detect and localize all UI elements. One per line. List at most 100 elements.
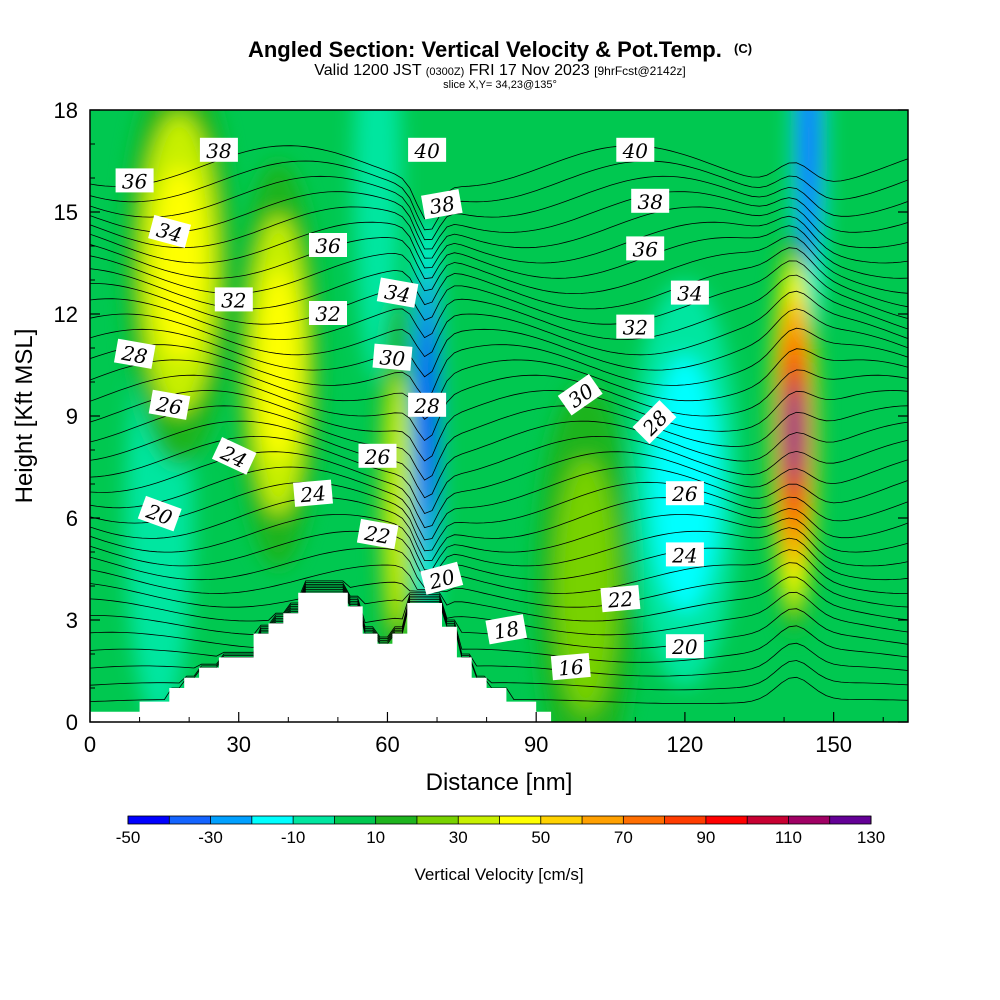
contour-label-box xyxy=(616,137,655,162)
colorbar-tick-label: -50 xyxy=(116,828,141,847)
colorbar-swatch xyxy=(334,816,377,824)
contour-label: 32 xyxy=(309,301,347,326)
theta-contour-line xyxy=(90,549,908,594)
contour-label-text: 38 xyxy=(427,191,456,219)
colorbar-swatch xyxy=(458,816,500,824)
colorbar-swatch xyxy=(540,816,583,824)
contour-label-box xyxy=(632,400,677,445)
colorbar-tick-label: 90 xyxy=(696,828,715,847)
contour-label: 26 xyxy=(665,481,704,506)
contour-label-box xyxy=(421,189,463,220)
theta-contour-line xyxy=(90,587,908,663)
chart-title: Angled Section: Vertical Velocity & Pot.… xyxy=(248,37,722,62)
contour-label: 36 xyxy=(309,233,347,258)
contour-label: 24 xyxy=(665,542,704,567)
contour-label-box xyxy=(309,301,347,325)
colorbar-swatch xyxy=(169,816,212,824)
colorbar-swatch xyxy=(829,816,872,824)
theta-contour-line xyxy=(90,160,908,231)
theta-contour-line xyxy=(90,481,908,552)
colorbar-swatch xyxy=(664,816,707,824)
x-tick-label: 120 xyxy=(667,732,704,757)
theta-contour-line xyxy=(90,308,908,378)
colorbar-swatch xyxy=(375,816,418,824)
contour-label: 24 xyxy=(293,479,333,507)
y-tick-label: 3 xyxy=(66,608,78,633)
colorbar-tick-label: 70 xyxy=(614,828,633,847)
plot-area: 3836343228262420363224403834302826222018… xyxy=(90,110,908,722)
contour-label-text: 36 xyxy=(315,234,341,258)
contour-label-box xyxy=(376,277,419,308)
theta-contour-line xyxy=(90,514,908,571)
theta-contour-line xyxy=(90,420,908,499)
contour-label: 16 xyxy=(550,652,591,681)
contour-label: 36 xyxy=(626,236,665,261)
contour-label: 22 xyxy=(356,518,399,550)
contour-label-box xyxy=(115,168,154,193)
contour-label-box xyxy=(420,561,464,595)
contour-label: 36 xyxy=(115,168,154,193)
subtitle-forecast: [9hrFcst@2142z] xyxy=(594,64,686,78)
contour-label-text: 40 xyxy=(622,139,649,163)
velocity-cell xyxy=(153,166,205,360)
contour-label-text: 32 xyxy=(623,316,648,340)
contour-label-box xyxy=(408,392,447,417)
contour-label-text: 22 xyxy=(606,587,634,613)
contour-label-text: 18 xyxy=(492,616,521,644)
contour-label-box xyxy=(148,389,191,420)
subtitle-valid-time: Valid 1200 JST xyxy=(314,62,422,79)
colorbar-swatch xyxy=(210,816,253,824)
x-axis-title: Distance [nm] xyxy=(426,769,573,796)
contour-label: 28 xyxy=(408,392,447,418)
contour-label-box xyxy=(211,436,257,475)
y-tick-label: 15 xyxy=(54,200,78,225)
title-mark: (C) xyxy=(734,41,752,56)
velocity-cell xyxy=(797,110,821,273)
theta-contour-line xyxy=(90,466,908,541)
subtitle-utc: (0300Z) xyxy=(426,66,465,78)
contour-label-box xyxy=(665,634,704,659)
theta-contour-line xyxy=(90,327,908,399)
subtitle-slice: slice X,Y= 34,23@135° xyxy=(443,79,557,91)
velocity-cell xyxy=(258,268,299,462)
x-tick-label: 150 xyxy=(815,732,852,757)
contour-label-box xyxy=(485,614,528,645)
contour-label-box xyxy=(408,137,447,162)
y-tick-label: 18 xyxy=(54,98,78,123)
colorbar-tick-label: 50 xyxy=(531,828,550,847)
colorbar-tick-label: -10 xyxy=(281,828,306,847)
contour-label-text: 26 xyxy=(364,445,391,469)
y-tick-label: 6 xyxy=(66,506,78,531)
colorbar-swatch xyxy=(251,816,294,824)
colorbar-swatch xyxy=(293,816,335,824)
contour-label-box xyxy=(137,495,182,532)
contour-label-text: 32 xyxy=(315,302,340,326)
theta-contour-line xyxy=(90,497,908,562)
terrain-mask xyxy=(90,592,552,722)
colorbar-swatch xyxy=(416,816,459,824)
contour-label-text: 24 xyxy=(298,481,326,507)
contour-label-box xyxy=(665,542,704,567)
contour-label-box xyxy=(356,518,399,550)
contour-label-text: 16 xyxy=(557,655,585,681)
contour-label-text: 22 xyxy=(362,521,392,549)
contour-label-text: 20 xyxy=(671,635,698,659)
velocity-cell xyxy=(554,457,617,715)
contour-label: 26 xyxy=(148,389,191,420)
contour-label: 26 xyxy=(358,443,397,469)
contour-label-box xyxy=(665,481,704,506)
contour-labels: 3836343228262420363224403834302826222018… xyxy=(113,137,709,681)
contour-label-text: 26 xyxy=(671,482,698,506)
y-tick-label: 9 xyxy=(66,404,78,429)
contour-label-box xyxy=(626,236,665,261)
contour-label-box xyxy=(550,652,591,681)
theta-contour-line xyxy=(90,527,908,581)
colorbar-swatch xyxy=(499,816,542,824)
x-tick-label: 30 xyxy=(226,732,250,757)
contour-label: 38 xyxy=(421,189,463,220)
contour-label: 32 xyxy=(616,314,655,340)
contour-label-box xyxy=(309,233,347,257)
contour-label-box xyxy=(670,280,709,305)
contour-label: 34 xyxy=(670,280,709,306)
